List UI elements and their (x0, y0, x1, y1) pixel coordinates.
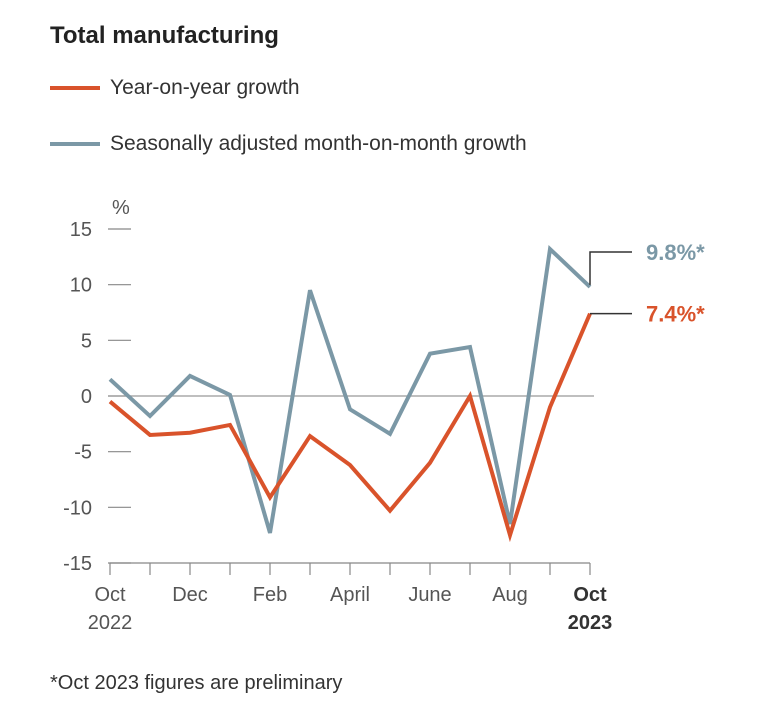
y-tick-label: 0 (81, 386, 92, 408)
end-label-yoy: 7.4%* (646, 302, 705, 327)
y-axis-unit-label: % (112, 197, 130, 219)
x-tick-label: Feb (253, 584, 287, 606)
y-tick-label: -10 (63, 497, 92, 519)
y-tick-label: 10 (70, 275, 92, 297)
legend-swatch-mom (50, 142, 100, 146)
x-tick-label: Oct (573, 584, 607, 606)
legend-label-mom: Seasonally adjusted month-on-month growt… (110, 132, 527, 155)
x-tick-label: Aug (492, 584, 528, 606)
x-tick-label: Oct (94, 584, 126, 606)
leader-line-mom (589, 251, 632, 285)
legend-item-yoy: Year-on-year growth (50, 76, 300, 100)
series-line-yoy (108, 312, 592, 543)
x-tick-label: June (408, 584, 451, 606)
y-tick-label: -5 (74, 442, 92, 464)
end-label-mom: 9.8%* (646, 240, 705, 265)
chart-title: Total manufacturing (50, 22, 279, 49)
y-tick-label: 15 (70, 219, 92, 241)
x-tick-label: April (330, 584, 370, 606)
legend-item-mom: Seasonally adjusted month-on-month growt… (50, 132, 527, 156)
legend-label-yoy: Year-on-year growth (110, 76, 300, 99)
x-tick-label: Dec (172, 584, 208, 606)
legend-swatch-yoy (50, 86, 100, 90)
series-line-mom (108, 244, 592, 534)
y-tick-label: 5 (81, 330, 92, 352)
x-tick-sublabel: 2023 (568, 612, 613, 634)
footnote: *Oct 2023 figures are preliminary (50, 672, 343, 694)
y-tick-label: -15 (63, 553, 92, 575)
x-tick-sublabel: 2022 (88, 612, 133, 634)
